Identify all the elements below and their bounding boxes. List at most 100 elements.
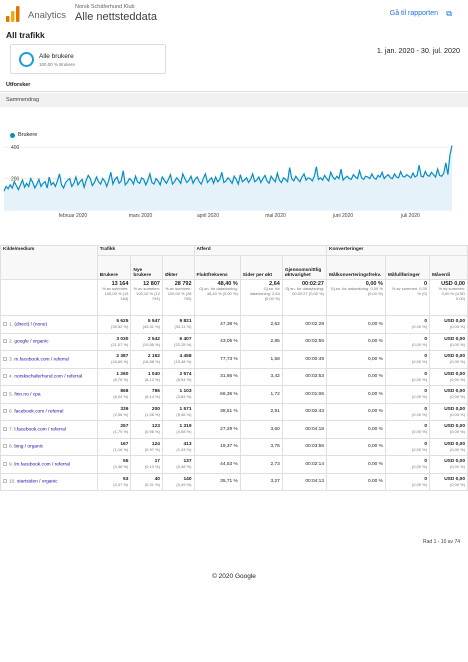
- source-medium-link[interactable]: bing / organic: [14, 444, 44, 450]
- metric-share: (39,52 %): [111, 324, 129, 330]
- segment-card[interactable]: Alle brukere 100,00 % Brukere: [10, 44, 166, 74]
- group-header-conversions[interactable]: Konverteringer: [326, 245, 468, 256]
- date-range-picker[interactable]: 1. jan. 2020 - 30. jul. 2020: [376, 46, 460, 55]
- totals-share: Gj.sn. for datavisning: 00:02:27 (0,00 %…: [285, 286, 324, 296]
- metric-share: (8,12 %): [144, 376, 160, 382]
- metric-value: 00:01:06: [305, 391, 324, 397]
- source-medium-link[interactable]: google / organic: [14, 339, 49, 345]
- col-conversion-rate[interactable]: Målkonverteringsfrekv.: [326, 255, 386, 280]
- row-rank: 9.: [9, 461, 14, 467]
- col-pages-per-session[interactable]: Sider per økt: [239, 255, 283, 280]
- metric-cell: USD 0,00 (0,00 %): [429, 350, 468, 369]
- metric-share: (6,14 %): [144, 394, 160, 400]
- row-checkbox[interactable]: [3, 409, 7, 414]
- row-checkbox[interactable]: [3, 444, 7, 449]
- metric-share: (0,00 %): [411, 446, 428, 452]
- metric-cell: 137 (0,48 %): [161, 455, 195, 474]
- row-checkbox[interactable]: [3, 479, 7, 484]
- metric-value: USD 0,00: [444, 354, 465, 360]
- row-checkbox[interactable]: [3, 391, 7, 396]
- source-medium-link[interactable]: startsiden / organic: [17, 479, 58, 485]
- row-checkbox[interactable]: [3, 461, 7, 466]
- metric-cell: 2 574 (8,94 %): [161, 367, 195, 386]
- totals-share: % av summen: 0,00 % (USD 0,00): [438, 286, 465, 301]
- col-sessions[interactable]: Økter: [161, 255, 195, 280]
- metric-value: 2,73: [270, 461, 280, 467]
- metric-value: 00:04:13: [305, 479, 324, 485]
- totals-cell: 12 807% av summen: 100,10 % (12 794): [130, 279, 163, 316]
- metric-value: 123: [151, 424, 160, 430]
- metric-cell: 40 (0,31 %): [130, 472, 163, 491]
- row-checkbox[interactable]: [3, 339, 7, 344]
- col-users[interactable]: Brukere: [96, 255, 132, 280]
- metric-cell: USD 0,00 (0,00 %): [429, 332, 468, 351]
- metric-cell: 3,76: [239, 437, 283, 456]
- goto-report-link[interactable]: Gå til rapporten: [389, 10, 438, 17]
- metric-cell: 1 319 (4,58 %): [161, 420, 195, 439]
- dimension-cell: 9. lm.facebook.com / referral: [0, 455, 98, 474]
- metric-cell: 1 103 (3,83 %): [161, 385, 195, 404]
- metric-cell: 00:01:06: [281, 385, 328, 404]
- metric-value: 200: [151, 406, 160, 412]
- metric-share: (22,25 %): [174, 341, 192, 347]
- metric-share: (8,76 %): [113, 376, 129, 382]
- col-bounce-rate[interactable]: Fluktfrekvens: [193, 255, 241, 280]
- row-checkbox[interactable]: [3, 356, 7, 361]
- table-row: 8. bing / organic 167 (1,16 %) 124 (0,97 %) 4…: [0, 437, 468, 456]
- external-link-icon[interactable]: ⧉: [446, 9, 452, 18]
- metric-value: 257: [120, 424, 129, 430]
- dimension-cell: 5. finn.no / cpa: [0, 385, 98, 404]
- source-medium-link[interactable]: l.facebook.com / referral: [14, 426, 66, 432]
- account-name: Norsk Schäferhund Klub: [75, 4, 135, 10]
- row-checkbox[interactable]: [3, 374, 7, 379]
- subtab-summary[interactable]: Sammendrag: [6, 97, 40, 103]
- source-medium-link[interactable]: facebook.com / referral: [14, 409, 64, 415]
- metric-value: 00:03:56: [305, 444, 324, 450]
- metric-value: 786: [151, 389, 160, 395]
- metric-cell: 123 (0,96 %): [130, 420, 163, 439]
- metric-value: 0,00 %: [367, 461, 383, 467]
- group-header-traffic: Trafikk: [96, 245, 195, 256]
- metric-cell: 3,27: [239, 472, 283, 491]
- metric-value: USD 0,00: [444, 459, 465, 465]
- metric-cell: 2 387 (16,60 %): [96, 350, 132, 369]
- metric-value: 339: [120, 406, 129, 412]
- row-checkbox[interactable]: [3, 426, 7, 431]
- footer-copyright: © 2020 Google: [212, 573, 256, 580]
- col-value[interactable]: Måverdi: [429, 255, 468, 280]
- metric-value: 0,00 %: [367, 321, 383, 327]
- metric-share: (0,00 %): [449, 376, 465, 382]
- row-rank: 10.: [9, 479, 16, 485]
- metric-share: (16,88 %): [142, 359, 160, 365]
- metric-cell: 2 162 (16,88 %): [130, 350, 163, 369]
- users-chart: 200 400 februar 2020 mars 2020 april 2020 mai…: [3, 145, 453, 219]
- source-medium-link[interactable]: m.facebook.com / referral: [14, 356, 69, 362]
- metric-cell: 5 547 (43,31 %): [130, 315, 163, 334]
- totals-value: 12 807: [143, 281, 160, 287]
- metric-share: (0,49 %): [176, 481, 192, 487]
- source-medium-link[interactable]: norskschaferhund.com / referral: [14, 374, 83, 380]
- source-medium-link[interactable]: lm.facebook.com / referral: [14, 461, 70, 467]
- col-new-users[interactable]: Nye brukere: [130, 255, 163, 280]
- dim-header[interactable]: Kilde/medium: [0, 245, 98, 280]
- source-medium-link[interactable]: finn.no / cpa: [14, 391, 41, 397]
- row-rank: 7.: [9, 426, 14, 432]
- metric-share: (21,07 %): [111, 341, 129, 347]
- metric-share: (1,56 %): [144, 411, 160, 417]
- metric-value: 0: [424, 319, 428, 325]
- dimension-cell: 3. m.facebook.com / referral: [0, 350, 98, 369]
- view-name[interactable]: Alle nettsteddata: [75, 11, 157, 23]
- row-rank: 2.: [9, 339, 14, 345]
- col-completions[interactable]: Måfullføringer: [384, 255, 431, 280]
- metric-cell: 0 (0,00 %): [384, 332, 431, 351]
- metric-value: 137: [183, 459, 192, 465]
- source-medium-link[interactable]: (direct) / (none): [14, 321, 48, 327]
- row-checkbox[interactable]: [3, 321, 7, 326]
- x-tick-label: juni 2020: [332, 213, 354, 219]
- totals-share: Gj.sn. for datavisning: 48,40 % (0,00 %): [199, 286, 238, 296]
- col-avg-duration[interactable]: Gjennomsnittlig øktvarighet: [281, 255, 328, 280]
- metric-cell: 1 040 (8,12 %): [130, 367, 163, 386]
- tab-explorer[interactable]: Utforsker: [6, 82, 31, 88]
- metric-cell: 38,51 %: [193, 402, 241, 421]
- metric-value: 0: [424, 406, 428, 412]
